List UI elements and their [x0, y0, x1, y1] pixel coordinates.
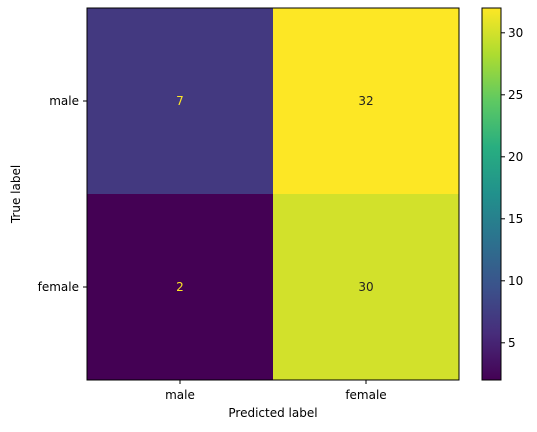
matrix-cell [273, 194, 460, 381]
x-tick-label: male [165, 388, 195, 402]
colorbar-tick-label: 30 [508, 26, 523, 40]
colorbar: 5 10 15 20 25 30 [481, 7, 523, 381]
colorbar-tick-label: 10 [508, 274, 523, 288]
matrix-cell [273, 8, 460, 195]
x-tick-label: female [345, 388, 386, 402]
colorbar-tick-label: 5 [508, 336, 516, 350]
matrix-cell [87, 8, 274, 195]
cell-value-label: 7 [176, 94, 184, 108]
colorbar-tick-label: 15 [508, 212, 523, 226]
cell-value-label: 30 [358, 280, 373, 294]
y-tick-label: female [38, 280, 79, 294]
colorbar-tick-label: 25 [508, 88, 523, 102]
colorbar-tick-label: 20 [508, 150, 523, 164]
y-axis-label: True label [9, 165, 23, 224]
plot-frame [86, 7, 460, 381]
matrix-cell [87, 194, 274, 381]
y-tick-label: male [49, 94, 79, 108]
colorbar-gradient [481, 7, 502, 381]
cell-value-label: 2 [176, 280, 184, 294]
cell-value-label: 32 [358, 94, 373, 108]
axes: male female male female Predicted label True … [9, 7, 460, 420]
x-axis-label: Predicted label [228, 406, 317, 420]
matrix-plot-area: 7 32 2 30 [87, 8, 460, 381]
